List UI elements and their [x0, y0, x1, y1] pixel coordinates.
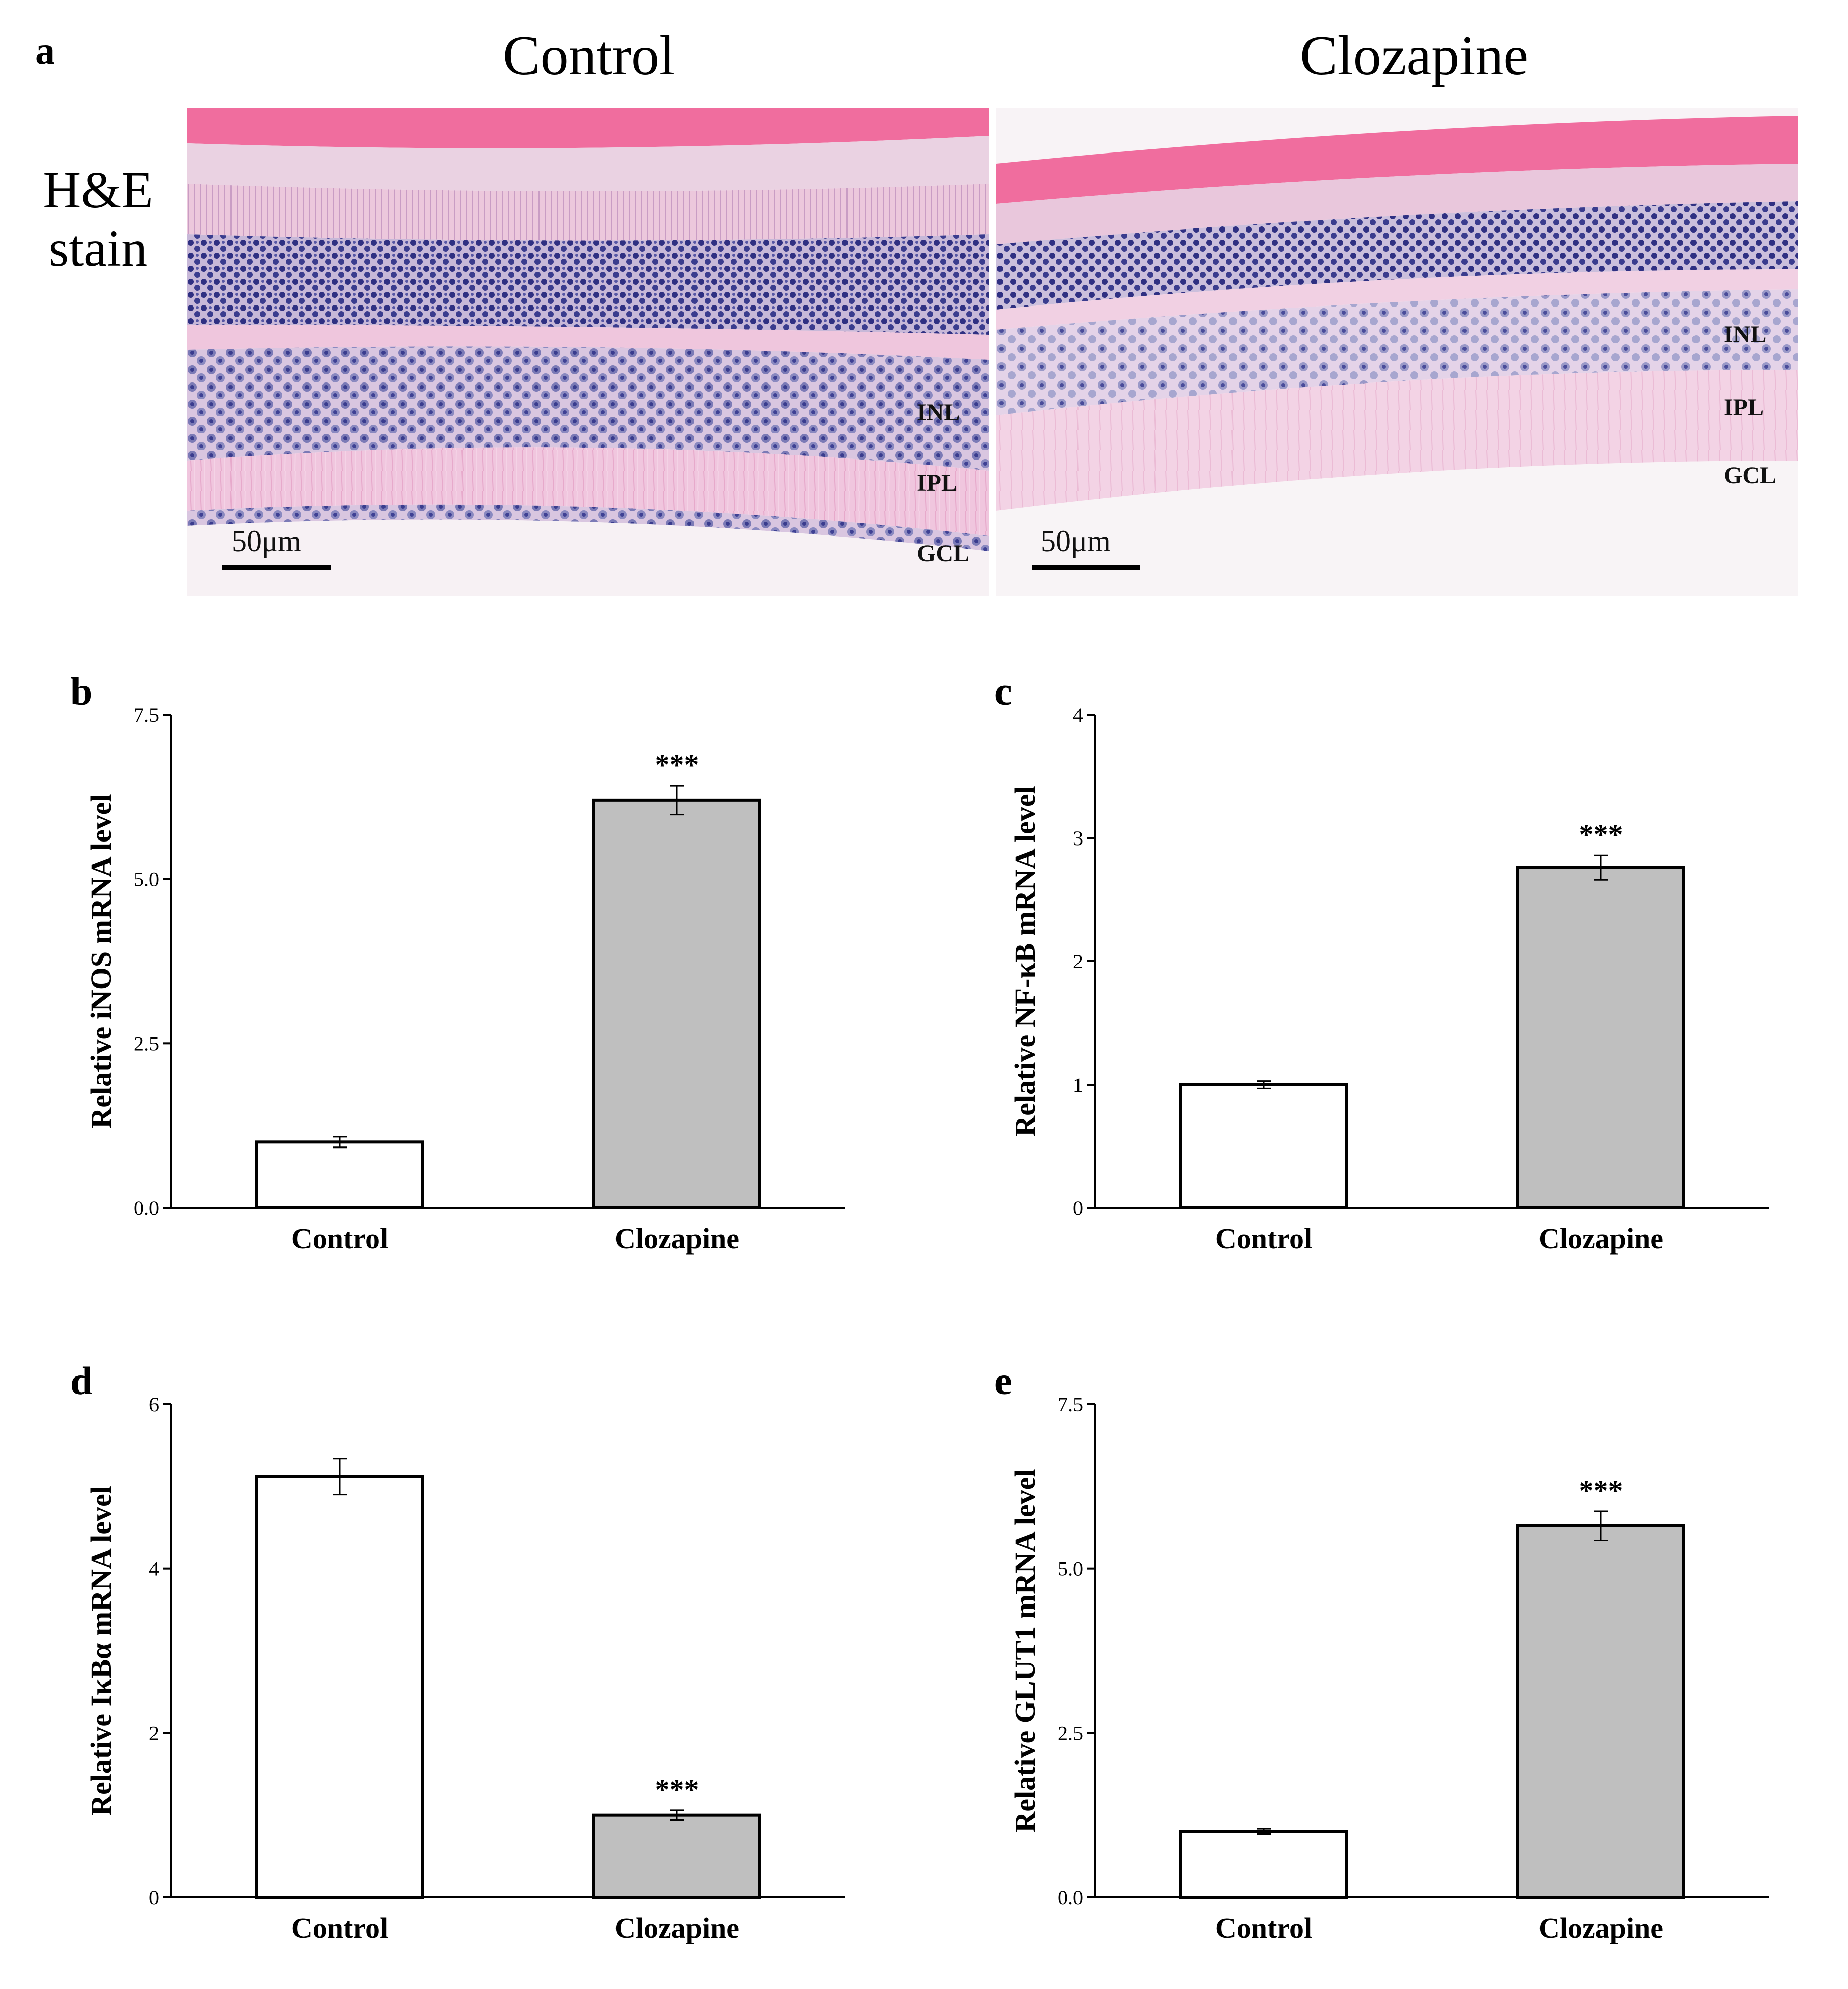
y-tick-label-b-0: 0.0 [134, 1197, 159, 1219]
layer-label-gcl-control: GCL [917, 540, 969, 567]
y-tick-label-e-1: 2.5 [1058, 1722, 1083, 1744]
micrograph-clozapine: INL IPL GCL 50μm [996, 108, 1798, 596]
y-tick-label-c-0: 0 [1073, 1197, 1083, 1219]
column-title-control: Control [502, 25, 675, 87]
micrograph-clozapine-image: INL IPL GCL 50μm [996, 108, 1798, 596]
micrograph-control-image: INL IPL GCL 50μm [187, 108, 989, 596]
panel-letter-a: a [35, 29, 55, 72]
significance-marker-e-1: *** [1579, 1474, 1623, 1507]
bar-chart-inos: b 0.0 2.5 5.0 7.5 Relative iNOS mRNA level Con… [70, 674, 845, 1255]
y-tick-label-d-0: 0 [149, 1886, 159, 1909]
x-tick-label-b-1: Clozapine [614, 1222, 739, 1255]
y-tick-label-e-2: 5.0 [1058, 1558, 1083, 1580]
row-label-line2: stain [48, 219, 148, 278]
scale-bar-label-control: 50μm [232, 524, 301, 558]
panel-letter-c: c [994, 674, 1012, 713]
bar-e-clozapine [1516, 1524, 1685, 1899]
y-tick-label-b-3: 7.5 [134, 704, 159, 726]
layer-label-ipl-control: IPL [917, 470, 957, 496]
layer-label-inl-clozapine: INL [1724, 321, 1766, 348]
y-tick-label-b-2: 5.0 [134, 868, 159, 891]
bar-c-control [1179, 1083, 1348, 1209]
layer-label-inl-control: INL [917, 399, 960, 426]
bar-e-control [1179, 1830, 1348, 1899]
layer-label-gcl-clozapine: GCL [1724, 462, 1776, 489]
bar-b-clozapine [592, 798, 761, 1210]
bar-chart-glut1: e 0.0 2.5 5.0 7.5 Relative GLUT1 mRNA level Co… [994, 1364, 1769, 1944]
y-tick-label-d-1: 2 [149, 1722, 159, 1744]
significance-marker-b-1: *** [655, 748, 699, 781]
y-tick-label-c-4: 4 [1073, 704, 1083, 726]
x-tick-label-c-1: Clozapine [1538, 1222, 1663, 1255]
y-axis-label-d: Relative IκBα mRNA level [85, 1486, 117, 1816]
column-title-clozapine: Clozapine [1299, 25, 1529, 87]
bar-chart-ikba: d 0 2 4 6 Relative IκBα mRNA level Control *** C… [70, 1364, 845, 1944]
significance-marker-c-1: *** [1579, 818, 1623, 851]
scale-bar-label-clozapine: 50μm [1041, 524, 1111, 558]
layer-label-ipl-clozapine: IPL [1724, 394, 1764, 421]
panel-letter-b: b [70, 674, 92, 713]
micrograph-control: INL IPL GCL 50μm [187, 108, 989, 596]
x-tick-label-c-0: Control [1215, 1222, 1312, 1255]
row-label-line1: H&E [43, 161, 153, 219]
y-tick-label-d-2: 4 [149, 1558, 159, 1580]
y-tick-label-b-1: 2.5 [134, 1032, 159, 1055]
x-tick-label-d-0: Control [291, 1911, 388, 1944]
y-tick-label-d-3: 6 [149, 1393, 159, 1416]
y-tick-label-c-1: 1 [1073, 1074, 1083, 1096]
bar-chart-nfkb: c 0 1 2 3 4 Relative NF-κB mRNA level Control **… [994, 674, 1769, 1255]
x-tick-label-e-0: Control [1215, 1911, 1312, 1944]
y-axis-label-c: Relative NF-κB mRNA level [1009, 786, 1041, 1136]
x-tick-label-e-1: Clozapine [1538, 1911, 1663, 1944]
bar-c-clozapine [1516, 866, 1685, 1209]
y-tick-label-e-3: 7.5 [1058, 1393, 1083, 1416]
x-tick-label-d-1: Clozapine [614, 1911, 739, 1944]
y-tick-label-c-3: 3 [1073, 827, 1083, 850]
panel-letter-e: e [994, 1364, 1012, 1403]
bar-d-control [255, 1475, 424, 1899]
x-tick-label-b-0: Control [291, 1222, 388, 1255]
panel-letter-d: d [70, 1364, 92, 1403]
y-tick-label-c-2: 2 [1073, 950, 1083, 973]
y-axis-label-e: Relative GLUT1 mRNA level [1009, 1469, 1041, 1832]
y-axis-label-b: Relative iNOS mRNA level [85, 794, 117, 1128]
bar-d-clozapine [592, 1813, 761, 1899]
y-tick-label-e-0: 0.0 [1058, 1886, 1083, 1909]
row-label-he-stain: H&E stain [20, 161, 176, 278]
bar-b-control [255, 1140, 424, 1209]
significance-marker-d-1: *** [655, 1773, 699, 1806]
